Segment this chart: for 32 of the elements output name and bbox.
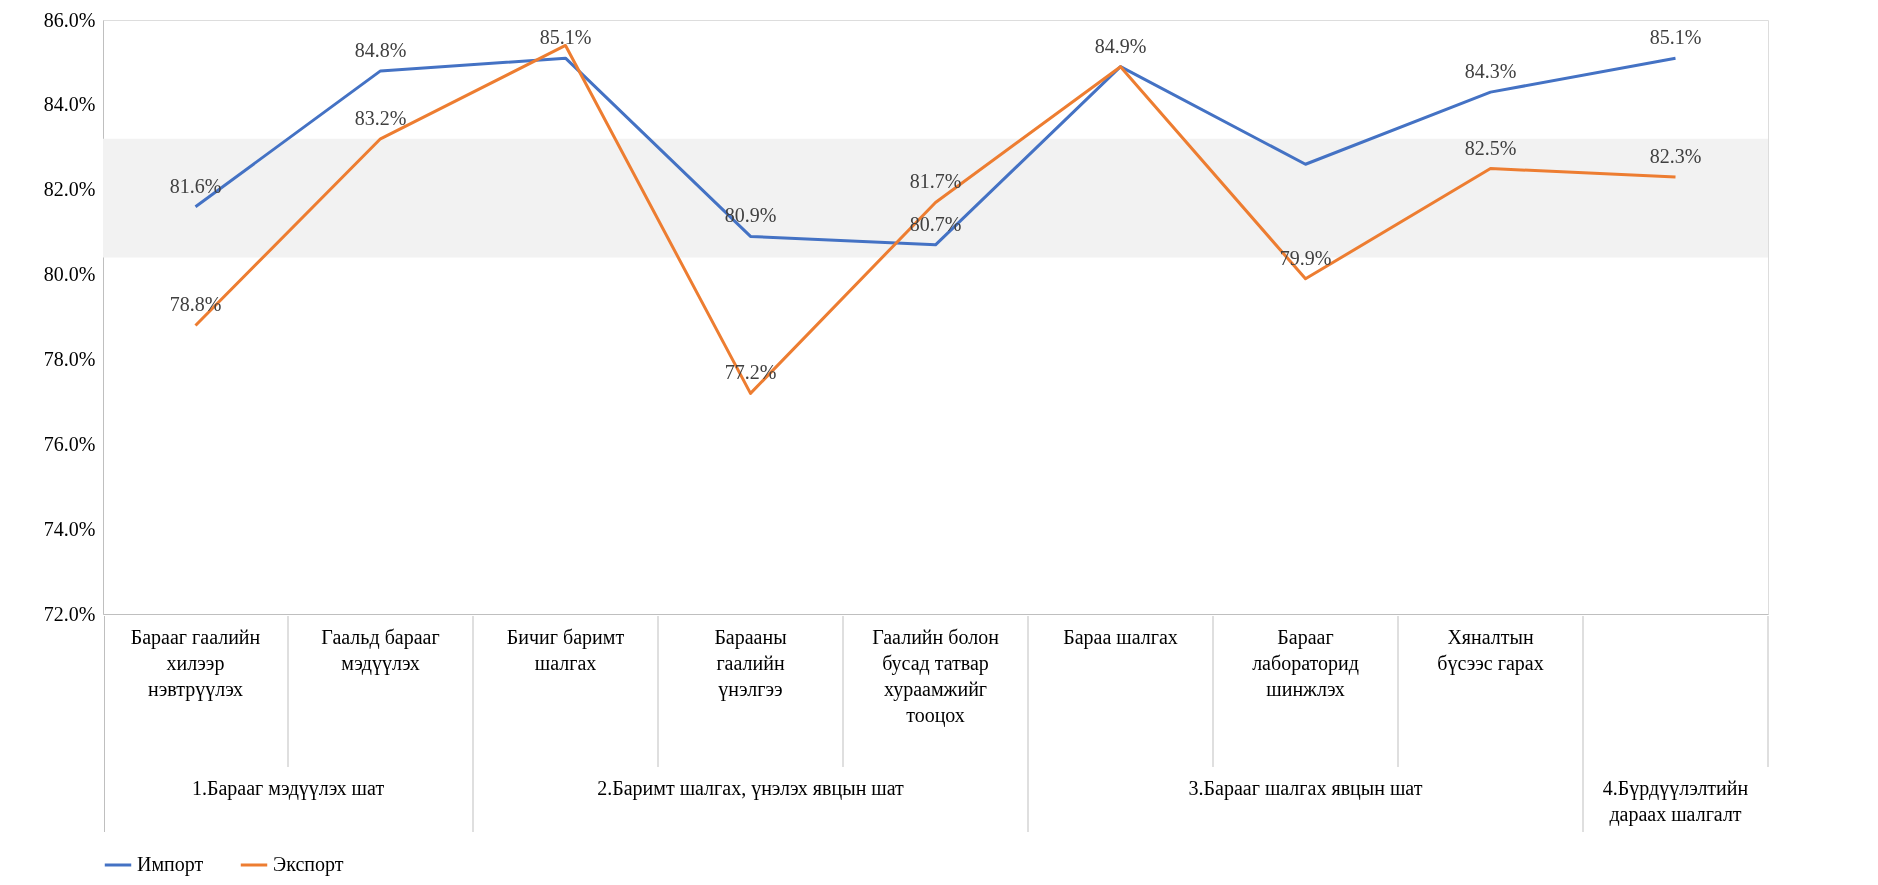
data-label: 85.1% [1649, 26, 1702, 49]
x-tick-label: Гаалийн болон бусад татвар хураамжийг тооцох [872, 626, 1000, 727]
y-tick-label: 80.0% [43, 263, 96, 286]
data-label: 82.5% [1464, 136, 1517, 159]
y-tick-label: 76.0% [43, 432, 96, 455]
x-tick-label: Барааг лабораторид шинжлэх [1252, 626, 1359, 700]
y-tick-label: 84.0% [43, 93, 96, 116]
legend-label: Импорт [137, 853, 204, 876]
y-tick-label: 74.0% [43, 517, 96, 540]
y-tick-label: 72.0% [43, 602, 96, 625]
text: 1.Барааг мэдүүлэх шат [191, 777, 385, 800]
y-tick-label: 86.0% [43, 8, 96, 31]
text: 4.Бүрдүүлэлтийн дараах шалгалт [1602, 777, 1749, 826]
text: 2.Баримт шалгах, үнэлэх явцын шат [597, 777, 905, 800]
data-label: 84.8% [354, 38, 407, 61]
data-label: 84.9% [1094, 34, 1147, 57]
y-tick-label: 78.0% [43, 347, 96, 370]
legend-label: Экспорт [273, 853, 344, 876]
data-label: 84.3% [1464, 60, 1517, 83]
data-label: 81.7% [909, 170, 962, 193]
data-label: 85.1% [539, 26, 592, 49]
x-tick-label: Барааг гаалийн хилээр нэвтрүүлэх [130, 626, 261, 701]
data-label: 83.2% [354, 106, 407, 129]
y-tick-label: 82.0% [43, 178, 96, 201]
x-tick-label: Гаальд барааг мэдүүлэх [321, 626, 440, 675]
data-label: 82.3% [1649, 144, 1702, 167]
x-tick-label: Хяналтын бүсээс гарах [1437, 626, 1544, 675]
x-tick-label: Бичиг баримт шалгах [506, 626, 625, 674]
x-tick-label: Бараа шалгах [1063, 626, 1178, 649]
x-tick-label: Барааны гаалийн үнэлгээ [714, 626, 787, 701]
data-label: 81.6% [169, 174, 222, 197]
text: 3.Барааг шалгах явцын шат [1188, 777, 1423, 800]
